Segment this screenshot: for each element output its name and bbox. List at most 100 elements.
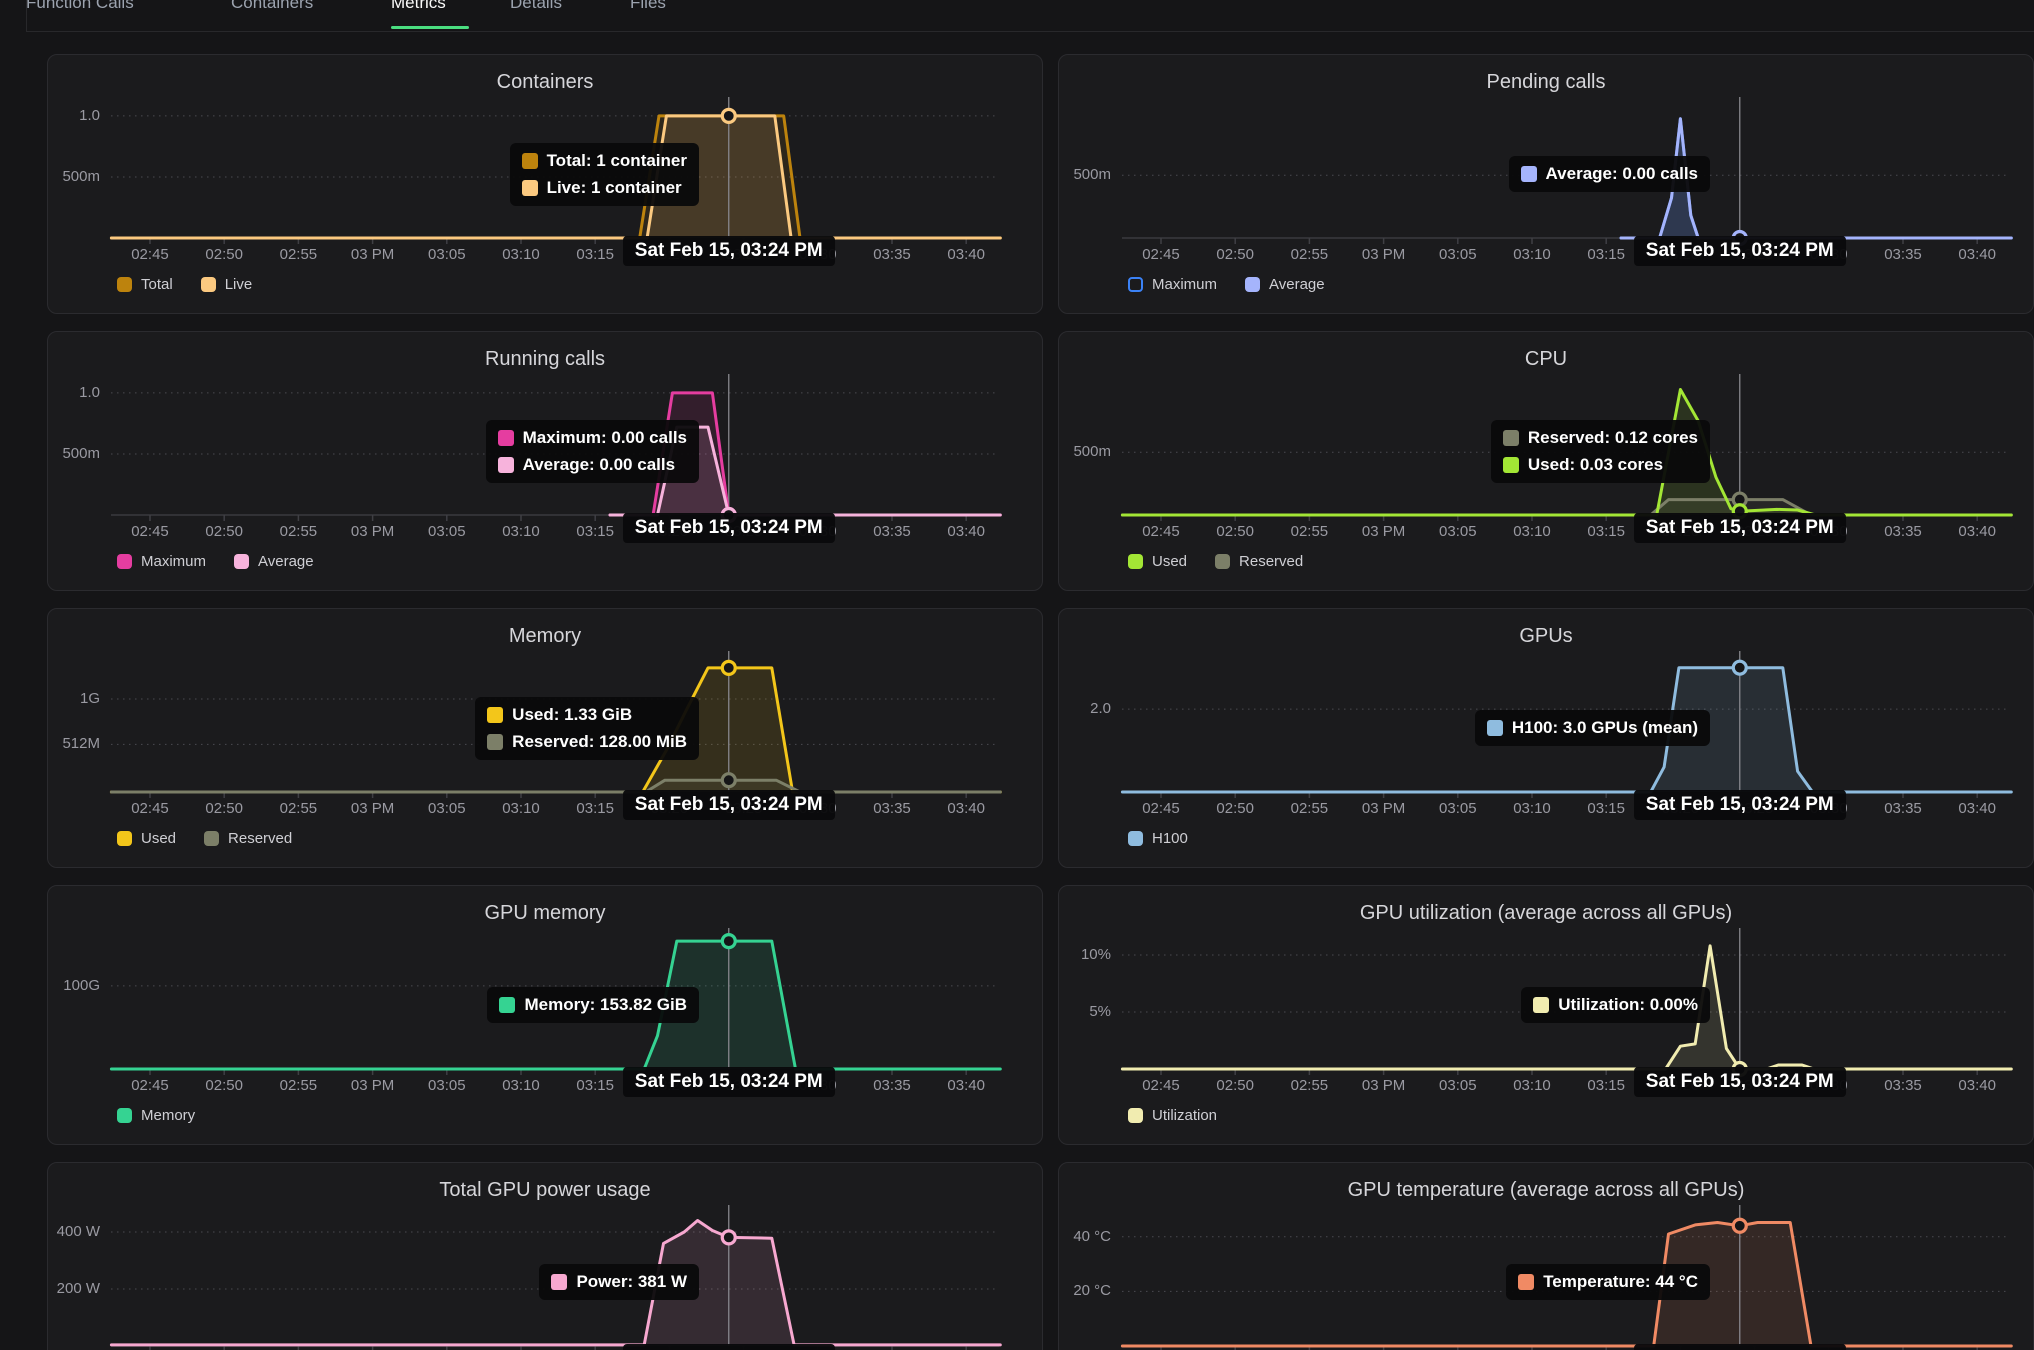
series-swatch-icon	[1502, 430, 1519, 446]
value-tooltip: Memory: 153.82 GiB	[487, 987, 699, 1023]
x-axis-label: 02:55	[279, 800, 318, 817]
x-axis-label: 03:10	[502, 523, 540, 540]
series-swatch-icon	[1520, 166, 1537, 182]
legend-item-utilization[interactable]: Utilization	[1128, 1107, 1217, 1124]
y-axis-label: 500m	[1073, 166, 1111, 184]
legend-label: Reserved	[228, 830, 293, 847]
series-swatch-icon	[499, 997, 516, 1013]
series-swatch-icon	[204, 831, 220, 846]
tooltip-row: Live: 1 container	[521, 178, 687, 198]
x-axis-label: 03:15	[1587, 800, 1625, 817]
x-axis-label: 03:15	[1587, 1077, 1625, 1094]
x-axis-label: 02:55	[279, 523, 318, 540]
legend-item-memory[interactable]: Memory	[117, 1107, 195, 1124]
y-axis-label: 200 W	[56, 1279, 100, 1297]
crosshair-date-tooltip: Sat Feb 15, 03:24 PM	[622, 1067, 835, 1097]
value-tooltip: H100: 3.0 GPUs (mean)	[1474, 710, 1710, 746]
series-swatch-icon	[1486, 720, 1503, 736]
chart-title: CPU	[1524, 348, 1568, 370]
x-axis-label: 03:10	[1513, 246, 1551, 263]
x-axis-label: 03:10	[1513, 1077, 1551, 1094]
legend-item-h100[interactable]: H100	[1128, 830, 1188, 847]
x-axis-label: 03:10	[502, 800, 540, 817]
tab-details[interactable]: Details	[510, 0, 562, 12]
x-axis-label: 02:55	[279, 246, 318, 263]
chart-legend: Maximum Average	[1128, 276, 1325, 293]
y-axis-label: 400 W	[56, 1222, 100, 1240]
x-axis-label: 03 PM	[350, 523, 395, 540]
chart-plot-gpu-temperature-average-across-all-gpus[interactable]	[1059, 1163, 2034, 1350]
charts-grid: Containers 1.0 500m 02:45 02:50 02:55 03 PM 03:…	[47, 54, 2034, 1350]
tooltip-value: Used: 1.33 GiB	[512, 705, 633, 724]
x-axis-label: 03:05	[1439, 1077, 1477, 1094]
tab-containers[interactable]: Containers	[231, 0, 314, 12]
chart-legend: Maximum Average	[117, 553, 314, 570]
x-axis-label: 03:15	[1587, 523, 1625, 540]
legend-item-total[interactable]: Total	[117, 276, 173, 293]
legend-item-average[interactable]: Average	[1245, 276, 1325, 293]
x-axis-label: 03:40	[947, 800, 985, 817]
crosshair-date-tooltip: Sat Feb 15, 03:24 PM	[1633, 1067, 1846, 1097]
x-axis-label: 03:15	[576, 800, 614, 817]
x-axis-label: 02:45	[1142, 246, 1180, 263]
chart-panel-gpu-utilization-average-across-all-gpus: GPU utilization (average across all GPUs…	[1058, 885, 2034, 1145]
y-axis-label: 500m	[62, 167, 100, 185]
tooltip-row: Temperature: 44 °C	[1518, 1272, 1698, 1292]
series-swatch-icon	[1128, 554, 1143, 569]
x-axis-label: 02:45	[131, 1077, 169, 1094]
chart-title: Memory	[508, 625, 582, 647]
chart-title: Containers	[496, 71, 594, 93]
x-axis-label: 03 PM	[1361, 800, 1406, 817]
x-axis-label: 02:50	[205, 246, 243, 263]
x-axis-label: 02:50	[205, 800, 243, 817]
chart-title: GPUs	[1519, 625, 1573, 647]
series-swatch-icon	[487, 734, 504, 750]
chart-plot-total-gpu-power-usage[interactable]	[48, 1163, 1044, 1350]
x-axis-label: 03 PM	[1361, 246, 1406, 263]
chart-title: Total GPU power usage	[439, 1179, 651, 1201]
chart-legend: Total Live	[117, 276, 252, 293]
tab-bar: Function Calls Containers Metrics Details Fi…	[0, 0, 2034, 32]
x-axis-label: 03:15	[576, 1077, 614, 1094]
y-axis-label: 2.0	[1090, 700, 1111, 718]
x-axis-label: 03:35	[873, 800, 911, 817]
chart-legend: Utilization	[1128, 1107, 1217, 1124]
legend-item-maximum[interactable]: Maximum	[117, 553, 206, 570]
series-swatch-icon	[200, 277, 216, 292]
tooltip-row: Utilization: 0.00%	[1533, 995, 1698, 1015]
tooltip-value: Live: 1 container	[546, 178, 682, 197]
x-axis-label: 03:35	[1884, 1077, 1922, 1094]
legend-label: Live	[224, 276, 253, 293]
legend-item-live[interactable]: Live	[200, 276, 253, 293]
chart-panel-pending-calls: Pending calls 500m 02:45 02:50 02:55 03 PM 03:…	[1058, 54, 2034, 314]
chart-panel-gpu-memory: GPU memory 100G 02:45 02:50 02:55 03 PM 03:05 0…	[47, 885, 1043, 1145]
tab-metrics[interactable]: Metrics	[391, 0, 446, 12]
legend-item-used[interactable]: Used	[117, 830, 176, 847]
legend-item-maximum[interactable]: Maximum	[1128, 276, 1217, 293]
x-axis-label: 02:45	[131, 523, 169, 540]
x-axis-label: 03:05	[1439, 523, 1477, 540]
series-swatch-icon	[234, 554, 250, 569]
series-swatch-icon	[1128, 831, 1143, 846]
x-axis-label: 03 PM	[1361, 1077, 1406, 1094]
x-axis-label: 03:35	[873, 523, 911, 540]
legend-item-used[interactable]: Used	[1128, 553, 1187, 570]
tab-files[interactable]: Files	[630, 0, 666, 12]
x-axis-label: 03:35	[1884, 523, 1922, 540]
tooltip-row: Average: 0.00 calls	[497, 455, 687, 475]
x-axis-label: 02:45	[1142, 800, 1180, 817]
tab-function-calls[interactable]: Function Calls	[26, 0, 134, 12]
legend-item-reserved[interactable]: Reserved	[204, 830, 292, 847]
crosshair-date-tooltip: Sat Feb 15, 03:24 PM	[622, 1344, 835, 1350]
legend-label: Used	[141, 830, 177, 847]
legend-item-average[interactable]: Average	[234, 553, 314, 570]
tooltip-row: Used: 0.03 cores	[1502, 455, 1698, 475]
x-axis-label: 02:45	[1142, 523, 1180, 540]
chart-plot-gpus[interactable]	[1059, 609, 2034, 869]
content-left-border	[26, 0, 27, 31]
x-axis-label: 03:35	[1884, 800, 1922, 817]
legend-item-reserved[interactable]: Reserved	[1215, 553, 1303, 570]
value-tooltip: Reserved: 0.12 cores Used: 0.03 cores	[1490, 420, 1710, 483]
x-axis-label: 02:50	[205, 523, 243, 540]
